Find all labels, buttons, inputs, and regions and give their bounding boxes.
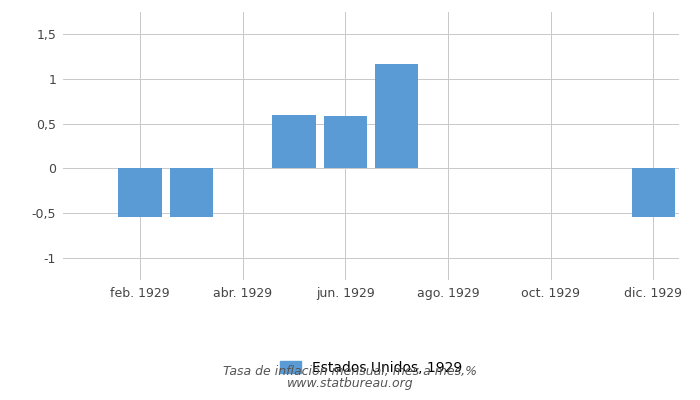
Bar (375, 64, 419, 168)
Bar (118, 168, 162, 216)
Bar (631, 168, 675, 216)
Text: Tasa de inflación mensual, mes a mes,%: Tasa de inflación mensual, mes a mes,% (223, 365, 477, 378)
Bar (169, 168, 213, 216)
Bar (323, 116, 367, 168)
Legend: Estados Unidos, 1929: Estados Unidos, 1929 (280, 361, 462, 375)
Text: www.statbureau.org: www.statbureau.org (287, 377, 413, 390)
Bar (272, 115, 316, 168)
